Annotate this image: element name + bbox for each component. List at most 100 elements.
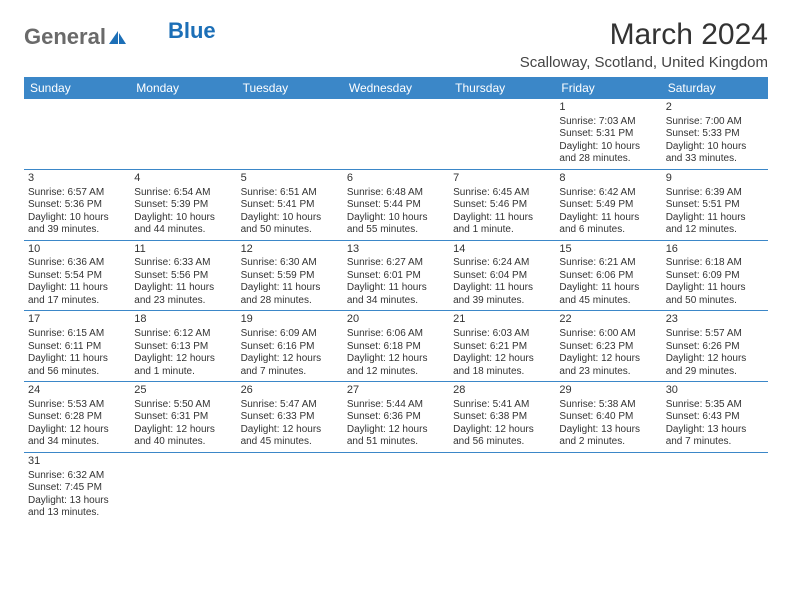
day-info: Sunrise: 6:15 AMSunset: 6:11 PMDaylight:…	[28, 328, 126, 378]
calendar-day-cell	[555, 452, 661, 522]
weekday-header: Wednesday	[343, 77, 449, 99]
sunset-text: Sunset: 5:36 PM	[28, 199, 126, 212]
day-number: 13	[347, 243, 445, 257]
day-number: 8	[559, 172, 657, 186]
daylight-text: Daylight: 12 hours and 29 minutes.	[666, 353, 764, 378]
day-info: Sunrise: 6:27 AMSunset: 6:01 PMDaylight:…	[347, 257, 445, 307]
sunset-text: Sunset: 5:56 PM	[134, 270, 232, 283]
sunset-text: Sunset: 6:33 PM	[241, 411, 339, 424]
logo-sail-icon	[108, 30, 128, 46]
daylight-text: Daylight: 12 hours and 18 minutes.	[453, 353, 551, 378]
day-info: Sunrise: 7:03 AMSunset: 5:31 PMDaylight:…	[559, 116, 657, 166]
sunrise-text: Sunrise: 6:27 AM	[347, 257, 445, 270]
daylight-text: Daylight: 12 hours and 45 minutes.	[241, 424, 339, 449]
sunrise-text: Sunrise: 6:32 AM	[28, 470, 126, 483]
sunrise-text: Sunrise: 5:38 AM	[559, 399, 657, 412]
daylight-text: Daylight: 11 hours and 50 minutes.	[666, 282, 764, 307]
sunset-text: Sunset: 5:44 PM	[347, 199, 445, 212]
daylight-text: Daylight: 12 hours and 40 minutes.	[134, 424, 232, 449]
sunset-text: Sunset: 6:43 PM	[666, 411, 764, 424]
day-info: Sunrise: 6:06 AMSunset: 6:18 PMDaylight:…	[347, 328, 445, 378]
calendar-day-cell: 22Sunrise: 6:00 AMSunset: 6:23 PMDayligh…	[555, 311, 661, 382]
sunset-text: Sunset: 6:13 PM	[134, 341, 232, 354]
daylight-text: Daylight: 11 hours and 1 minute.	[453, 212, 551, 237]
sunrise-text: Sunrise: 6:42 AM	[559, 187, 657, 200]
calendar-day-cell: 16Sunrise: 6:18 AMSunset: 6:09 PMDayligh…	[662, 240, 768, 311]
daylight-text: Daylight: 11 hours and 17 minutes.	[28, 282, 126, 307]
title-block: March 2024 Scalloway, Scotland, United K…	[520, 18, 768, 71]
calendar-day-cell: 27Sunrise: 5:44 AMSunset: 6:36 PMDayligh…	[343, 382, 449, 453]
calendar-week-row: 31Sunrise: 6:32 AMSunset: 7:45 PMDayligh…	[24, 452, 768, 522]
sunset-text: Sunset: 5:31 PM	[559, 128, 657, 141]
day-number: 21	[453, 313, 551, 327]
day-info: Sunrise: 6:39 AMSunset: 5:51 PMDaylight:…	[666, 187, 764, 237]
day-number: 1	[559, 101, 657, 115]
sunrise-text: Sunrise: 6:03 AM	[453, 328, 551, 341]
sunrise-text: Sunrise: 5:44 AM	[347, 399, 445, 412]
day-info: Sunrise: 6:30 AMSunset: 5:59 PMDaylight:…	[241, 257, 339, 307]
daylight-text: Daylight: 11 hours and 56 minutes.	[28, 353, 126, 378]
sunset-text: Sunset: 6:01 PM	[347, 270, 445, 283]
weekday-header: Tuesday	[237, 77, 343, 99]
day-info: Sunrise: 6:24 AMSunset: 6:04 PMDaylight:…	[453, 257, 551, 307]
calendar-day-cell: 14Sunrise: 6:24 AMSunset: 6:04 PMDayligh…	[449, 240, 555, 311]
day-number: 6	[347, 172, 445, 186]
day-number: 18	[134, 313, 232, 327]
day-number: 12	[241, 243, 339, 257]
sunset-text: Sunset: 6:04 PM	[453, 270, 551, 283]
day-number: 24	[28, 384, 126, 398]
calendar-day-cell: 20Sunrise: 6:06 AMSunset: 6:18 PMDayligh…	[343, 311, 449, 382]
sunset-text: Sunset: 5:49 PM	[559, 199, 657, 212]
location-label: Scalloway, Scotland, United Kingdom	[520, 54, 768, 71]
daylight-text: Daylight: 11 hours and 6 minutes.	[559, 212, 657, 237]
sunrise-text: Sunrise: 6:21 AM	[559, 257, 657, 270]
day-info: Sunrise: 5:44 AMSunset: 6:36 PMDaylight:…	[347, 399, 445, 449]
calendar-day-cell: 31Sunrise: 6:32 AMSunset: 7:45 PMDayligh…	[24, 452, 130, 522]
sunrise-text: Sunrise: 5:47 AM	[241, 399, 339, 412]
sunrise-text: Sunrise: 6:12 AM	[134, 328, 232, 341]
day-info: Sunrise: 5:53 AMSunset: 6:28 PMDaylight:…	[28, 399, 126, 449]
daylight-text: Daylight: 12 hours and 12 minutes.	[347, 353, 445, 378]
daylight-text: Daylight: 11 hours and 34 minutes.	[347, 282, 445, 307]
daylight-text: Daylight: 11 hours and 45 minutes.	[559, 282, 657, 307]
day-number: 23	[666, 313, 764, 327]
daylight-text: Daylight: 11 hours and 12 minutes.	[666, 212, 764, 237]
daylight-text: Daylight: 12 hours and 1 minute.	[134, 353, 232, 378]
daylight-text: Daylight: 11 hours and 23 minutes.	[134, 282, 232, 307]
day-info: Sunrise: 6:21 AMSunset: 6:06 PMDaylight:…	[559, 257, 657, 307]
day-info: Sunrise: 5:57 AMSunset: 6:26 PMDaylight:…	[666, 328, 764, 378]
day-info: Sunrise: 6:18 AMSunset: 6:09 PMDaylight:…	[666, 257, 764, 307]
day-info: Sunrise: 6:48 AMSunset: 5:44 PMDaylight:…	[347, 187, 445, 237]
calendar-day-cell	[237, 99, 343, 169]
sunset-text: Sunset: 6:36 PM	[347, 411, 445, 424]
calendar-week-row: 1Sunrise: 7:03 AMSunset: 5:31 PMDaylight…	[24, 99, 768, 169]
calendar-day-cell: 18Sunrise: 6:12 AMSunset: 6:13 PMDayligh…	[130, 311, 236, 382]
sunrise-text: Sunrise: 6:06 AM	[347, 328, 445, 341]
day-info: Sunrise: 6:54 AMSunset: 5:39 PMDaylight:…	[134, 187, 232, 237]
calendar-day-cell	[130, 99, 236, 169]
calendar-day-cell	[343, 99, 449, 169]
sunrise-text: Sunrise: 6:57 AM	[28, 187, 126, 200]
day-info: Sunrise: 6:12 AMSunset: 6:13 PMDaylight:…	[134, 328, 232, 378]
sunrise-text: Sunrise: 6:36 AM	[28, 257, 126, 270]
daylight-text: Daylight: 10 hours and 28 minutes.	[559, 141, 657, 166]
day-info: Sunrise: 5:35 AMSunset: 6:43 PMDaylight:…	[666, 399, 764, 449]
calendar-day-cell: 6Sunrise: 6:48 AMSunset: 5:44 PMDaylight…	[343, 169, 449, 240]
weekday-header: Thursday	[449, 77, 555, 99]
sunrise-text: Sunrise: 5:50 AM	[134, 399, 232, 412]
day-info: Sunrise: 7:00 AMSunset: 5:33 PMDaylight:…	[666, 116, 764, 166]
day-number: 7	[453, 172, 551, 186]
sunrise-text: Sunrise: 7:00 AM	[666, 116, 764, 129]
daylight-text: Daylight: 13 hours and 13 minutes.	[28, 495, 126, 520]
weekday-header: Saturday	[662, 77, 768, 99]
calendar-day-cell: 25Sunrise: 5:50 AMSunset: 6:31 PMDayligh…	[130, 382, 236, 453]
weekday-header: Friday	[555, 77, 661, 99]
day-info: Sunrise: 6:45 AMSunset: 5:46 PMDaylight:…	[453, 187, 551, 237]
calendar-day-cell: 7Sunrise: 6:45 AMSunset: 5:46 PMDaylight…	[449, 169, 555, 240]
day-number: 22	[559, 313, 657, 327]
day-number: 14	[453, 243, 551, 257]
day-info: Sunrise: 5:47 AMSunset: 6:33 PMDaylight:…	[241, 399, 339, 449]
calendar-day-cell	[237, 452, 343, 522]
calendar-day-cell	[449, 452, 555, 522]
day-number: 5	[241, 172, 339, 186]
